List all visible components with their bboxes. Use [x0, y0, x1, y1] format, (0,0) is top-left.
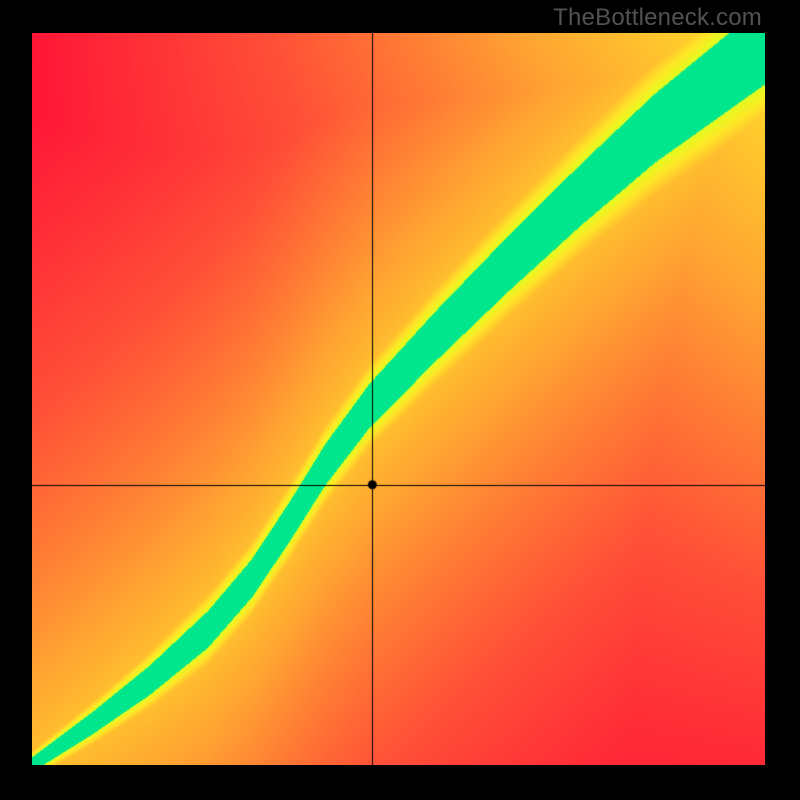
chart-container: TheBottleneck.com — [0, 0, 800, 800]
watermark-text: TheBottleneck.com — [553, 4, 762, 32]
bottleneck-heatmap — [32, 33, 765, 765]
